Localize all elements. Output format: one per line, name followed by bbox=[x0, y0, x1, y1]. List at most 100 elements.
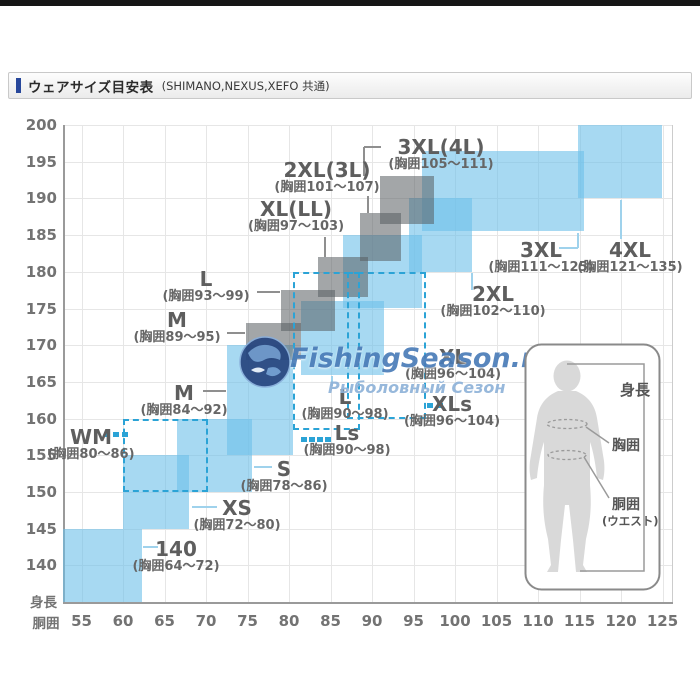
size-chest-range-m-gray: (胸囲89～95) bbox=[133, 330, 221, 345]
size-label-3xl-blue: 3XL (胸囲111～125) bbox=[466, 240, 616, 275]
size-box-xl-gray bbox=[318, 257, 368, 298]
grid-line-x-60 bbox=[123, 125, 124, 602]
size-name-m-blue: M bbox=[174, 381, 194, 405]
size-chest-range-3xl-gray: (胸囲105～111) bbox=[388, 157, 494, 172]
size-name-wm: WM bbox=[70, 425, 112, 449]
size-chest-range-l-gray: (胸囲93～99) bbox=[162, 289, 250, 304]
size-chest-range-4xl-blue: (胸囲121～135) bbox=[577, 260, 683, 275]
size-label-l-gray: L (胸囲93～99) bbox=[131, 269, 281, 304]
size-label-xls: XLs (胸囲96～104) bbox=[377, 394, 527, 429]
size-label-wm: WM (胸囲80～86) bbox=[16, 427, 166, 462]
size-box-xls bbox=[347, 271, 426, 419]
size-name-2xl-blue: 2XL bbox=[471, 282, 515, 306]
header-bar: ウェアサイズ目安表 (SHIMANO,NEXUS,XEFO 共通) bbox=[8, 72, 692, 99]
size-name-4xl-blue: 4XL bbox=[608, 238, 652, 262]
size-callout-2xl-gray bbox=[367, 196, 369, 213]
y-tick-label-190: 190 bbox=[25, 189, 57, 208]
size-callout-3xl-gray bbox=[363, 147, 365, 176]
size-chest-range-s: (胸囲78～86) bbox=[240, 479, 328, 494]
size-label-l-blue: L (胸囲90～98) bbox=[270, 387, 420, 422]
size-box-ls bbox=[293, 271, 360, 430]
inset-waist-label: 胴囲 bbox=[612, 497, 640, 513]
size-label-m-gray: M (胸囲89～95) bbox=[102, 310, 252, 345]
grid-line-y-145 bbox=[63, 528, 672, 530]
y-tick-label-145: 145 bbox=[25, 519, 57, 538]
size-label-m-blue: M (胸囲84～92) bbox=[109, 383, 259, 418]
x-tick-label-80: 80 bbox=[278, 612, 300, 630]
size-chest-range-l-blue: (胸囲90～98) bbox=[301, 407, 389, 422]
grid-line-x-105 bbox=[496, 125, 498, 602]
plot-right-border bbox=[672, 125, 673, 602]
size-label-2xl-gray: 2XL(3L) (胸囲101～107) bbox=[252, 160, 402, 195]
size-name-l-blue: L bbox=[338, 385, 352, 409]
y-tick-label-150: 150 bbox=[25, 483, 57, 501]
height-bracket-icon bbox=[567, 363, 645, 572]
size-label-ls: Ls (胸囲90～98) bbox=[272, 423, 422, 458]
size-chest-range-2xl-gray: (胸囲101～107) bbox=[274, 180, 380, 195]
size-name-3xl-gray: 3XL(4L) bbox=[397, 135, 485, 159]
size-callout-2xl-blue bbox=[471, 273, 473, 290]
y-tick-label-180: 180 bbox=[25, 262, 57, 281]
size-chest-range-3xl-blue: (胸囲111～125) bbox=[488, 260, 594, 275]
size-box-3xl-blue bbox=[421, 150, 584, 232]
size-callout-xls bbox=[427, 403, 443, 408]
header-accent-bar bbox=[16, 78, 21, 93]
size-label-4xl-blue: 4XL (胸囲121～135) bbox=[555, 240, 700, 275]
size-chest-range-140: (胸囲64～72) bbox=[132, 559, 220, 574]
x-tick-label-65: 65 bbox=[154, 612, 175, 630]
size-label-3xl-gray: 3XL(4L) (胸囲105～111) bbox=[366, 137, 516, 172]
y-axis-line bbox=[63, 125, 65, 602]
body-silhouette-icon bbox=[529, 360, 605, 572]
size-chest-range-2xl-blue: (胸囲102～110) bbox=[440, 304, 546, 319]
x-tick-label-115: 115 bbox=[563, 612, 596, 630]
size-callout-4xl-blue bbox=[620, 200, 622, 239]
size-label-2xl-blue: 2XL (胸囲102～110) bbox=[418, 284, 568, 319]
grid-line-x-95 bbox=[413, 125, 415, 602]
size-callout-m-blue bbox=[203, 390, 226, 392]
inset-chest-label: 胸囲 bbox=[612, 437, 640, 454]
grid-line-x-70 bbox=[206, 125, 207, 602]
size-chest-range-xl-gray: (胸囲97～103) bbox=[247, 219, 345, 234]
x-axis-line bbox=[63, 602, 673, 604]
size-callout-l-blue bbox=[331, 376, 333, 386]
size-name-s: S bbox=[276, 457, 292, 481]
x-tick-label-110: 110 bbox=[522, 612, 554, 630]
x-tick-label-60: 60 bbox=[112, 612, 134, 630]
y-tick-label-195: 195 bbox=[25, 152, 57, 171]
grid-line-x-100 bbox=[455, 125, 456, 602]
size-callout-ls bbox=[301, 437, 331, 442]
y-tick-label-170: 170 bbox=[25, 336, 57, 355]
y-axis-title: 身長 bbox=[30, 595, 57, 611]
x-tick-label-100: 100 bbox=[439, 612, 471, 630]
grid-line-x-65 bbox=[164, 125, 166, 602]
size-chest-range-xl-blue: (胸囲96～104) bbox=[404, 367, 502, 382]
size-name-ls: Ls bbox=[334, 421, 360, 445]
size-name-xl-gray: XL(LL) bbox=[260, 197, 332, 221]
size-callout-m-gray bbox=[227, 332, 245, 334]
size-chest-range-ls: (胸囲90～98) bbox=[303, 443, 391, 458]
grid-line-y-150 bbox=[63, 492, 672, 493]
size-chest-range-m-blue: (胸囲84～92) bbox=[140, 403, 228, 418]
size-label-s: S (胸囲78～86) bbox=[209, 459, 359, 494]
y-tick-label-185: 185 bbox=[25, 226, 57, 245]
size-chest-range-xs: (胸囲72～80) bbox=[193, 518, 281, 533]
size-name-l-gray: L bbox=[199, 267, 213, 291]
size-name-xl-blue: XL bbox=[438, 345, 468, 369]
size-name-xls: XLs bbox=[431, 392, 473, 416]
grid-line-y-160 bbox=[63, 418, 672, 420]
x-tick-label-95: 95 bbox=[403, 612, 424, 630]
grid-line-y-195 bbox=[63, 161, 672, 163]
x-axis-title: 胴囲 bbox=[32, 616, 60, 632]
y-tick-label-175: 175 bbox=[25, 299, 57, 318]
x-tick-label-85: 85 bbox=[320, 612, 341, 630]
waist-measure-line-icon bbox=[547, 449, 587, 461]
size-callout-xl-gray bbox=[324, 237, 326, 257]
size-name-2xl-gray: 2XL(3L) bbox=[283, 158, 371, 182]
y-tick-label-155: 155 bbox=[25, 446, 57, 465]
x-tick-label-125: 125 bbox=[646, 612, 679, 630]
waist-callout-line bbox=[583, 456, 610, 499]
size-label-xl-blue: XL (胸囲96～104) bbox=[378, 347, 528, 382]
size-label-140: 140 (胸囲64～72) bbox=[101, 539, 251, 574]
